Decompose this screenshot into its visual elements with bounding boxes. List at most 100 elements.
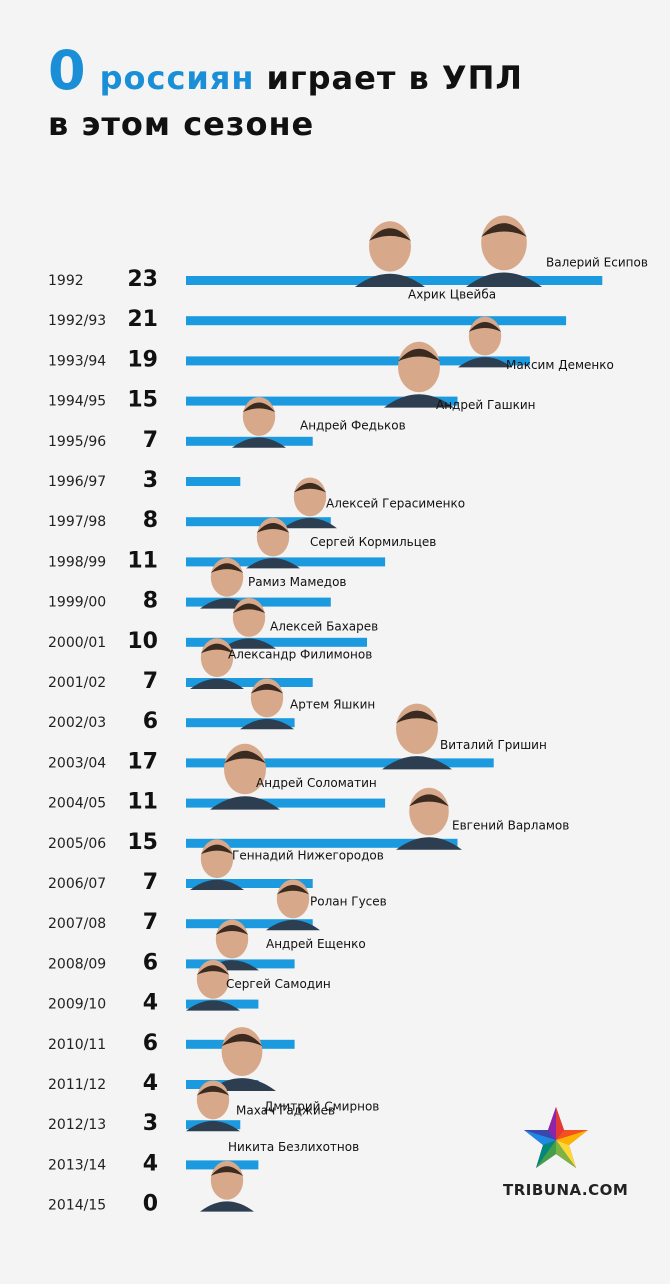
- player-photo: [222, 598, 276, 649]
- bar-2003-04: [186, 758, 494, 768]
- bar-2000-01: [186, 637, 367, 647]
- player-photo: [190, 638, 244, 689]
- bar-2001-02: [186, 678, 313, 687]
- player-name: Андрей Ещенко: [266, 937, 366, 951]
- value-label: 4: [143, 1071, 158, 1096]
- player-hair: [200, 643, 234, 654]
- player-hair: [224, 750, 266, 764]
- value-label: 10: [127, 629, 158, 654]
- value-label: 15: [127, 830, 158, 855]
- bar-2007-08: [186, 919, 313, 929]
- value-label: 15: [127, 388, 158, 413]
- player-name: Дмитрий Смирнов: [264, 1100, 379, 1114]
- player-hair: [369, 228, 411, 241]
- season-label: 1993/94: [48, 353, 106, 369]
- player-hair: [293, 482, 327, 493]
- value-label: 7: [143, 870, 158, 895]
- player-hair: [196, 1085, 230, 1096]
- title-count: 0: [48, 39, 86, 102]
- bar-1993-94: [186, 356, 530, 366]
- player-shirt: [186, 1000, 240, 1011]
- player-shirt: [186, 1120, 240, 1132]
- player-hair: [396, 710, 438, 724]
- player-shirt: [240, 718, 294, 730]
- season-label: 2010/11: [48, 1037, 106, 1053]
- season-label: 2011/12: [48, 1077, 106, 1093]
- season-label: 2001/02: [48, 675, 106, 691]
- player-hair: [221, 1033, 263, 1047]
- player-photo: [246, 517, 300, 569]
- player-name: Алексей Бахарев: [270, 619, 378, 633]
- season-label: 2007/08: [48, 916, 106, 932]
- tribuna-logo: TRIBUNA.COM: [503, 1105, 629, 1199]
- player-hair: [409, 794, 449, 807]
- player-photo: [186, 1080, 240, 1132]
- season-label: 2012/13: [48, 1117, 106, 1133]
- value-label: 8: [143, 508, 158, 533]
- value-label: 0: [143, 1192, 158, 1217]
- player-hair: [232, 603, 266, 614]
- player-hair: [468, 322, 502, 332]
- player-name: Александр Филимонов: [228, 648, 372, 662]
- player-shirt: [396, 837, 462, 850]
- chart-title: 0 россиян играет в УПЛ в этом сезоне: [48, 44, 523, 141]
- value-label: 4: [143, 1151, 158, 1176]
- player-hair: [276, 884, 310, 895]
- player-hair: [200, 844, 234, 855]
- season-label: 1999/00: [48, 595, 106, 611]
- bar-1996-97: [186, 477, 241, 486]
- player-shirt: [266, 919, 320, 931]
- player-photo: [382, 703, 452, 770]
- season-label: 1996/97: [48, 474, 106, 490]
- player-name: Ролан Гусев: [310, 895, 387, 909]
- player-photo: [266, 879, 320, 931]
- player-name: Махач Гаджиев: [236, 1104, 335, 1118]
- bar-1997-98: [186, 517, 331, 527]
- bar-2005-06: [186, 838, 458, 848]
- player-hair: [250, 683, 284, 694]
- value-label: 23: [127, 267, 158, 292]
- player-shirt: [222, 638, 276, 649]
- player-name: Максим Деменко: [506, 358, 614, 372]
- player-shirt: [384, 394, 454, 408]
- season-label: 2014/15: [48, 1198, 106, 1214]
- bar-2006-07: [186, 879, 313, 888]
- logo-text: TRIBUNA.COM: [503, 1181, 629, 1199]
- title-highlight: россиян: [99, 59, 255, 97]
- player-name: Андрей Федьков: [300, 418, 406, 432]
- value-label: 3: [143, 468, 158, 493]
- player-name: Геннадий Нижегородов: [232, 849, 384, 863]
- season-label: 1997/98: [48, 514, 106, 530]
- season-label: 1992: [48, 273, 84, 289]
- player-photo: [186, 959, 240, 1011]
- player-name: Андрей Гашкин: [436, 398, 536, 412]
- value-label: 7: [143, 910, 158, 935]
- player-photo: [190, 839, 244, 890]
- title-rest: играет в УПЛ: [266, 59, 523, 97]
- player-hair: [215, 925, 249, 935]
- season-label: 2000/01: [48, 635, 106, 651]
- player-shirt: [283, 517, 337, 529]
- player-shirt: [190, 879, 244, 890]
- season-label: 2005/06: [48, 836, 106, 852]
- value-label: 19: [127, 347, 158, 372]
- player-name: Ахрик Цвейба: [408, 288, 496, 302]
- value-label: 17: [127, 749, 158, 774]
- season-label: 2009/10: [48, 997, 106, 1013]
- player-name: Артем Яшкин: [290, 698, 375, 712]
- bar-1994-95: [186, 396, 458, 406]
- player-name: Виталий Гришин: [440, 738, 547, 752]
- season-label: 1992/93: [48, 313, 106, 329]
- player-name: Валерий Есипов: [546, 256, 648, 270]
- player-photo: [466, 215, 542, 287]
- season-label: 2002/03: [48, 715, 106, 731]
- season-label: 2008/09: [48, 956, 106, 972]
- player-shirt: [382, 756, 452, 770]
- player-photo: [200, 1160, 254, 1212]
- player-shirt: [458, 357, 512, 368]
- value-label: 3: [143, 1111, 158, 1136]
- player-photo: [232, 397, 286, 448]
- player-hair: [242, 402, 276, 413]
- title-line-1: 0 россиян играет в УПЛ: [48, 44, 523, 98]
